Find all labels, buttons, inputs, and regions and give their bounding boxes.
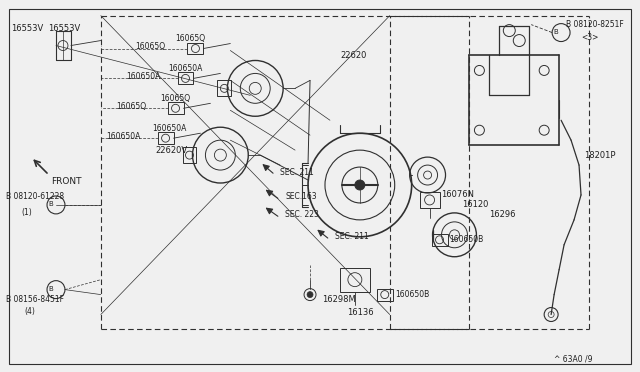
Text: B 08120-8251F: B 08120-8251F <box>566 20 624 29</box>
Circle shape <box>355 180 365 190</box>
Text: SEC. 211: SEC. 211 <box>335 232 369 241</box>
Bar <box>168 102 184 114</box>
Text: 16065Q: 16065Q <box>136 42 166 51</box>
Text: 16136: 16136 <box>347 308 374 317</box>
Text: SEC. 211: SEC. 211 <box>280 167 314 177</box>
Text: 16065Q: 16065Q <box>116 102 146 111</box>
Text: SEC. 223: SEC. 223 <box>285 211 319 219</box>
Text: 16553V: 16553V <box>11 24 44 33</box>
Text: 16553V: 16553V <box>48 24 80 33</box>
Bar <box>218 80 231 96</box>
Text: 160650B: 160650B <box>395 290 429 299</box>
Text: 160650B: 160650B <box>449 235 484 244</box>
Text: 16120: 16120 <box>463 201 489 209</box>
Text: B 08120-61228: B 08120-61228 <box>6 192 64 202</box>
Text: (4): (4) <box>24 307 35 316</box>
Text: SEC.163: SEC.163 <box>285 192 317 202</box>
Text: 16076N: 16076N <box>442 190 474 199</box>
Text: 22620V: 22620V <box>156 145 188 155</box>
Text: 16296: 16296 <box>490 211 516 219</box>
Text: <3>: <3> <box>581 33 598 42</box>
Text: B: B <box>49 201 53 207</box>
Text: 160650A: 160650A <box>106 132 140 141</box>
Text: 160650A: 160650A <box>168 64 203 73</box>
Text: 160650A: 160650A <box>125 72 160 81</box>
Text: FRONT: FRONT <box>51 177 81 186</box>
Bar <box>377 289 393 301</box>
Text: B 08156-8451F: B 08156-8451F <box>6 295 64 304</box>
Bar <box>340 268 370 292</box>
Text: 22620: 22620 <box>340 51 366 60</box>
Text: 16298M: 16298M <box>322 295 356 304</box>
Text: (1): (1) <box>21 208 32 217</box>
Circle shape <box>307 292 313 298</box>
Text: 160650A: 160650A <box>152 124 187 133</box>
Bar <box>182 147 196 163</box>
Text: B: B <box>554 29 559 35</box>
Bar <box>157 132 173 144</box>
Text: ^ 63A0 /9: ^ 63A0 /9 <box>554 355 593 364</box>
Bar <box>177 73 193 84</box>
Bar <box>420 192 440 208</box>
Bar <box>431 234 447 246</box>
Text: 18201P: 18201P <box>584 151 616 160</box>
Text: 16065Q: 16065Q <box>175 34 205 43</box>
Text: B: B <box>49 286 53 292</box>
Bar <box>188 42 204 54</box>
Text: 16065Q: 16065Q <box>161 94 191 103</box>
